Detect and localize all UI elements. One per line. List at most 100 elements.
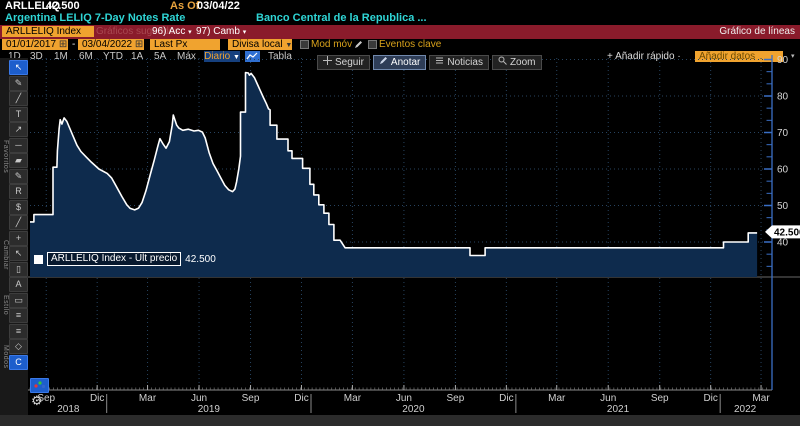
- calendar-icon: ⊞: [58, 39, 68, 50]
- last-price-tag-value: 42.500: [774, 227, 800, 238]
- rectangle-icon[interactable]: ▭: [9, 292, 28, 308]
- regression-icon[interactable]: R: [9, 184, 28, 199]
- series-last-value: 42.500: [185, 253, 216, 265]
- security-name: Argentina LELIQ 7-Day Notes Rate: [5, 12, 186, 24]
- x-month-label: Sep: [651, 393, 669, 404]
- series-label[interactable]: ARLLELIQ Index - Últ precio: [47, 252, 182, 266]
- trash-icon[interactable]: ▯: [9, 261, 28, 277]
- x-month-label: Mar: [139, 393, 157, 404]
- add-quick-button[interactable]: + Añadir rápido ·: [607, 51, 681, 62]
- issuer-name: Banco Central de la Republica ...: [256, 12, 427, 24]
- noticias-button[interactable]: Noticias: [429, 55, 489, 70]
- range-bar: 1D 3D 1M 6M YTD 1A 5A Máx Diario ▼ Tabla + Añad…: [0, 51, 800, 62]
- y-tick-label: 80: [777, 92, 789, 103]
- key-events-checkbox[interactable]: [368, 40, 377, 49]
- edit-menu[interactable]: 97) Camb ▾: [196, 26, 247, 37]
- scatter-chart-icon[interactable]: [30, 378, 49, 393]
- controls-row: 01/01/2017 ⊞ - 03/04/2022 ⊞ Last Px Divi…: [0, 39, 800, 51]
- as-of-date: 03/04/22: [197, 0, 240, 12]
- pencil-icon: [355, 41, 362, 48]
- drawing-tools-sidebar: Favoritos Cambiar Estilo Modos ↖ ✎ ╱ T ↗ ─ ▰ ✎ R $ ╱ + ↖…: [0, 58, 28, 415]
- x-month-label: Sep: [37, 393, 55, 404]
- range-tab-ytd[interactable]: YTD: [103, 51, 123, 62]
- draw-pencil-icon[interactable]: ✎: [9, 75, 28, 91]
- chevron-down-icon: ▾: [188, 29, 192, 36]
- range-tab-3d[interactable]: 3D: [30, 51, 43, 62]
- chevron-down-icon: ▼: [232, 54, 240, 61]
- series-checkbox[interactable]: [34, 254, 43, 264]
- chart-toolbar: Seguir Anotar Noticias Zoom: [317, 55, 542, 70]
- x-year-label: 2020: [402, 404, 425, 415]
- x-month-label: Dic: [703, 393, 717, 404]
- chevron-down-icon[interactable]: ▾: [791, 53, 795, 60]
- seguir-button[interactable]: Seguir: [317, 55, 370, 70]
- security-field[interactable]: ARLLELIQ Index: [2, 26, 94, 37]
- select-tool-icon[interactable]: ↖: [9, 246, 28, 261]
- ghost-suggested-charts: Gráficos sugeridos: [96, 26, 180, 37]
- crosshair-tool-icon[interactable]: +: [9, 230, 28, 246]
- range-tab-1a[interactable]: 1A: [131, 51, 144, 62]
- arrow-draw-icon[interactable]: ↗: [9, 122, 28, 137]
- text-tool-icon[interactable]: T: [9, 106, 28, 122]
- zoom-button[interactable]: Zoom: [491, 55, 542, 70]
- range-tab-máx[interactable]: Máx: [177, 51, 196, 62]
- ray-line-icon[interactable]: ╱: [9, 215, 28, 230]
- chevron-down-icon: ▾: [242, 29, 247, 36]
- news-icon: [435, 56, 444, 69]
- crosshair-icon: [323, 56, 332, 69]
- horizontal-line-icon[interactable]: ─: [9, 137, 28, 153]
- x-year-label: 2021: [607, 404, 630, 415]
- annotate-pencil-icon[interactable]: ✎: [9, 168, 28, 184]
- description-row: Argentina LELIQ 7-Day Notes Rate Banco C…: [0, 12, 800, 25]
- y-tick-label: 60: [777, 165, 789, 176]
- chevron-down-icon: ▼: [285, 42, 293, 49]
- x-year-label: 2018: [57, 404, 80, 415]
- x-month-label: Dic: [90, 393, 104, 404]
- range-tab-6m[interactable]: 6M: [79, 51, 93, 62]
- frequency-select[interactable]: Diario ▼: [204, 51, 240, 62]
- copyright-icon[interactable]: C: [9, 354, 28, 370]
- currency-tool-icon[interactable]: $: [9, 199, 28, 215]
- mov-avg-checkbox[interactable]: [300, 40, 309, 49]
- tool-section-estilo: Estilo: [2, 295, 9, 316]
- as-of-label: As Of: [170, 0, 200, 12]
- price-chart: Sep Dic Mar Jun Sep Dic Mar Jun Sep Dic Mar Jun Sep D…: [28, 55, 800, 415]
- date-to-input[interactable]: 03/04/2022 ⊞: [78, 39, 144, 50]
- add-data-input[interactable]: Añadir datos: [695, 51, 783, 62]
- gear-icon[interactable]: ⚙: [31, 394, 43, 409]
- list-icon[interactable]: ≡: [9, 323, 28, 339]
- y-tick-label: 70: [777, 128, 789, 139]
- eraser-icon[interactable]: ◇: [9, 339, 28, 354]
- line-chart-icon: [246, 52, 258, 60]
- line-chart-type-button[interactable]: [245, 51, 260, 62]
- tool-section-cambiar: Cambiar: [2, 240, 9, 270]
- currency-select[interactable]: Divisa local ▼: [228, 39, 292, 50]
- trendline-icon[interactable]: ╱: [9, 91, 28, 106]
- anotar-button[interactable]: Anotar: [372, 55, 427, 70]
- price-line: [30, 71, 758, 257]
- mov-avg-label: Mod móv: [311, 39, 353, 50]
- calendar-icon: ⊞: [134, 39, 144, 50]
- table-button[interactable]: Tabla: [268, 51, 292, 62]
- text-style-icon[interactable]: A: [9, 277, 28, 292]
- x-month-label: Mar: [752, 393, 770, 404]
- date-from-input[interactable]: 01/01/2017 ⊞: [2, 39, 68, 50]
- ticker-row: ARLLELIQ 42.500 As Of 03/04/22: [0, 0, 800, 12]
- ticker-symbol: ARLLELIQ: [5, 0, 60, 12]
- window-footer: [0, 415, 800, 426]
- actions-menu[interactable]: 96) Acc ▾: [152, 26, 192, 37]
- area-fill: [30, 72, 758, 277]
- function-ribbon: ARLLELIQ Index Gráficos sugeridos 96) Ac…: [0, 25, 800, 39]
- range-tab-1d[interactable]: 1D: [8, 51, 21, 62]
- x-month-label: Jun: [600, 393, 616, 404]
- channel-icon[interactable]: ▰: [9, 153, 28, 168]
- line-style-icon[interactable]: ≡: [9, 308, 28, 323]
- x-year-label: 2022: [734, 404, 757, 415]
- range-tab-1m[interactable]: 1M: [54, 51, 68, 62]
- range-tab-5a[interactable]: 5A: [154, 51, 167, 62]
- screen-title: Gráfico de líneas: [719, 26, 795, 37]
- pointer-icon[interactable]: ↖: [9, 60, 28, 75]
- price-field-input[interactable]: Last Px: [150, 39, 220, 50]
- series-legend: ARLLELIQ Index - Últ precio 42.500: [34, 252, 216, 266]
- last-price-tag: [765, 225, 800, 239]
